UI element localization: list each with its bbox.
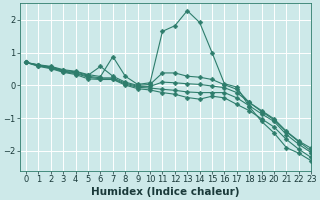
X-axis label: Humidex (Indice chaleur): Humidex (Indice chaleur) <box>91 187 240 197</box>
